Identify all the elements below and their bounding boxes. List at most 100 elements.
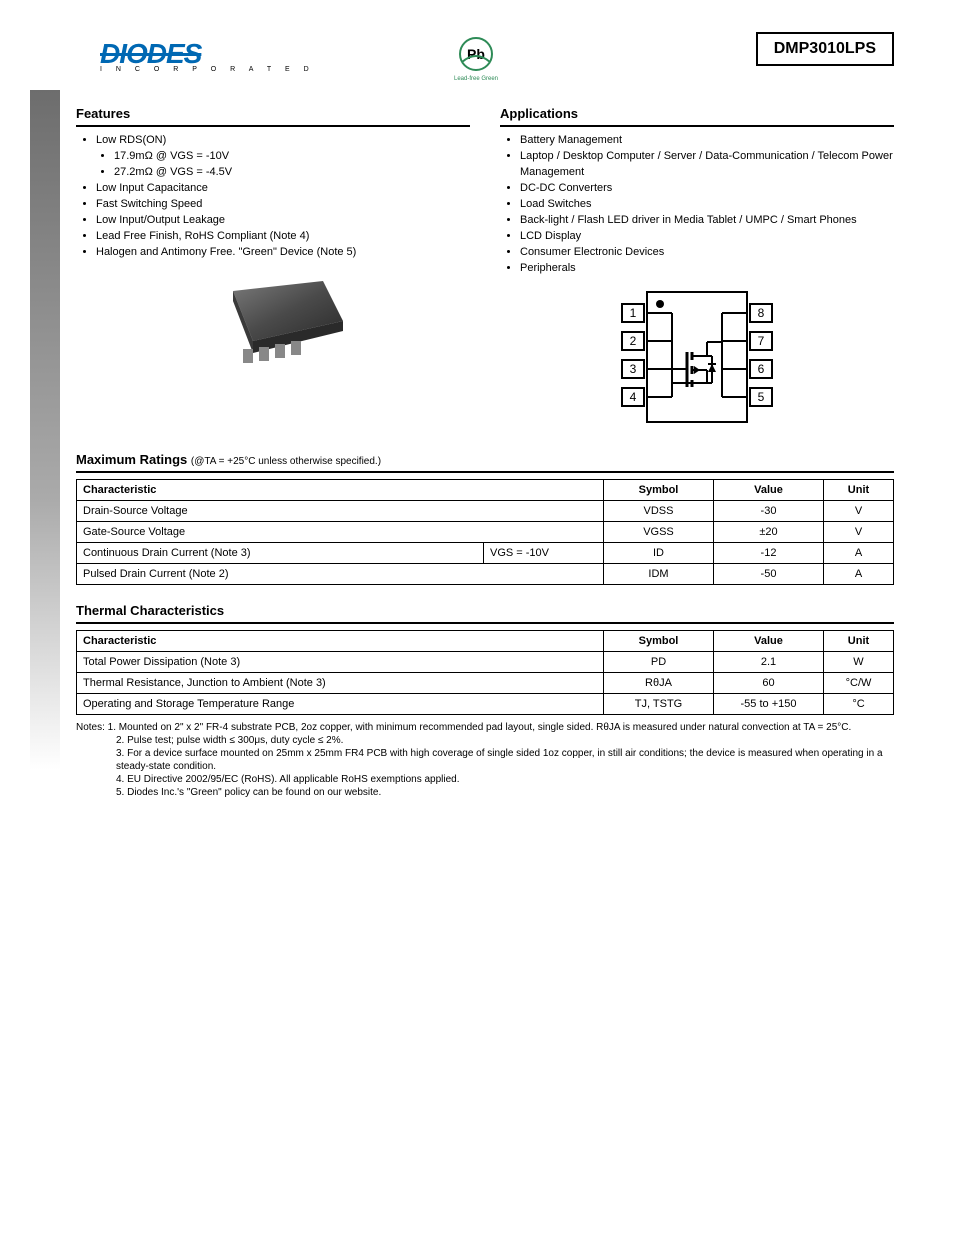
cell-sym: RθJA [604, 673, 714, 694]
app-item: Back-light / Flash LED driver in Media T… [520, 213, 894, 229]
part-number: DMP3010LPS [774, 40, 876, 57]
svg-text:8: 8 [758, 306, 765, 320]
feature-item: Low Input Capacitance [96, 181, 470, 197]
logo-subtext: I N C O R P O R A T E D [100, 66, 315, 73]
lead-free-label: Lead-free Green [454, 76, 498, 82]
th-val: Value [714, 480, 824, 501]
cell-val: 2.1 [714, 652, 824, 673]
maxratings-cond: (@TA = +25°C unless otherwise specified.… [191, 456, 381, 467]
svg-text:6: 6 [758, 362, 765, 376]
table-row: Continuous Drain Current (Note 3) VGS = … [77, 543, 894, 564]
cell-val: ±20 [714, 522, 824, 543]
feature-item: Lead Free Finish, RoHS Compliant (Note 4… [96, 229, 470, 245]
th-sym: Symbol [604, 480, 714, 501]
feature-item: Halogen and Antimony Free. "Green" Devic… [96, 245, 470, 261]
note-line: 5. Diodes Inc.'s "Green" policy can be f… [76, 786, 894, 799]
svg-text:Pb: Pb [467, 46, 485, 62]
table-row: Drain-Source Voltage VDSS -30 V [77, 501, 894, 522]
table-header-row: Characteristic Symbol Value Unit [77, 631, 894, 652]
cell-unit: A [824, 543, 894, 564]
gradient-sidebar [30, 90, 60, 770]
pinout-diagram: 1 2 3 4 8 7 6 5 [612, 282, 782, 432]
header: DIODES I N C O R P O R A T E D Pb Lead-f… [100, 38, 894, 88]
maxratings-title-text: Maximum Ratings [76, 452, 187, 467]
cell-sym: PD [604, 652, 714, 673]
cell-char: Total Power Dissipation (Note 3) [77, 652, 604, 673]
feature-subitem: 27.2mΩ @ VGS = -4.5V [114, 165, 470, 181]
cell-char: Operating and Storage Temperature Range [77, 694, 604, 715]
svg-text:4: 4 [630, 390, 637, 404]
features-title: Features [76, 106, 470, 121]
table-row: Gate-Source Voltage VGSS ±20 V [77, 522, 894, 543]
cell-val: -30 [714, 501, 824, 522]
table-row: Thermal Resistance, Junction to Ambient … [77, 673, 894, 694]
table-row: Total Power Dissipation (Note 3) PD 2.1 … [77, 652, 894, 673]
cell-unit: V [824, 501, 894, 522]
logo-main: DIODES [100, 38, 201, 69]
feature-item: Fast Switching Speed [96, 197, 470, 213]
feature-text: Low RDS(ON) [96, 134, 166, 146]
cell-char: Drain-Source Voltage [77, 501, 604, 522]
app-item: LCD Display [520, 229, 894, 245]
cell-unit: A [824, 564, 894, 585]
applications-list: Battery Management Laptop / Desktop Comp… [500, 133, 894, 276]
th-char: Characteristic [77, 480, 604, 501]
cell-sym: IDM [604, 564, 714, 585]
note-line: 4. EU Directive 2002/95/EC (RoHS). All a… [76, 773, 894, 786]
cell-sym: VDSS [604, 501, 714, 522]
svg-text:5: 5 [758, 390, 765, 404]
app-item: Load Switches [520, 197, 894, 213]
svg-text:3: 3 [630, 362, 637, 376]
cell-char: Gate-Source Voltage [77, 522, 604, 543]
package-3d-icon [193, 271, 353, 381]
maxratings-title: Maximum Ratings (@TA = +25°C unless othe… [76, 452, 894, 467]
cell-unit: W [824, 652, 894, 673]
feature-item: Low RDS(ON) 17.9mΩ @ VGS = -10V 27.2mΩ @… [96, 133, 470, 181]
cell-val: -55 to +150 [714, 694, 824, 715]
cell-sym: ID [604, 543, 714, 564]
divider [76, 622, 894, 624]
thermal-table: Characteristic Symbol Value Unit Total P… [76, 630, 894, 715]
cell-val: -12 [714, 543, 824, 564]
cell-unit: V [824, 522, 894, 543]
cell-sym: VGSS [604, 522, 714, 543]
cell-unit: °C/W [824, 673, 894, 694]
app-item: Battery Management [520, 133, 894, 149]
note-line: 2. Pulse test; pulse width ≤ 300μs, duty… [76, 734, 894, 747]
notes-block: Notes: 1. Mounted on 2" x 2" FR-4 substr… [76, 721, 894, 799]
cell-val: -50 [714, 564, 824, 585]
cell-val: 60 [714, 673, 824, 694]
feature-subitem: 17.9mΩ @ VGS = -10V [114, 149, 470, 165]
cell-unit: °C [824, 694, 894, 715]
divider [500, 125, 894, 127]
th-sym: Symbol [604, 631, 714, 652]
divider [76, 471, 894, 473]
th-val: Value [714, 631, 824, 652]
features-list: Low RDS(ON) 17.9mΩ @ VGS = -10V 27.2mΩ @… [76, 133, 470, 261]
divider [76, 125, 470, 127]
th-unit: Unit [824, 631, 894, 652]
table-row: Operating and Storage Temperature Range … [77, 694, 894, 715]
part-number-box: DMP3010LPS [756, 32, 894, 66]
cell-sym: TJ, TSTG [604, 694, 714, 715]
thermal-title: Thermal Characteristics [76, 603, 894, 618]
note-line: 3. For a device surface mounted on 25mm … [76, 747, 894, 773]
app-item: Laptop / Desktop Computer / Server / Dat… [520, 149, 894, 181]
svg-text:7: 7 [758, 334, 765, 348]
applications-title: Applications [500, 106, 894, 121]
cell-char: Pulsed Drain Current (Note 2) [77, 564, 604, 585]
cell-char-b: VGS = -10V [484, 543, 604, 564]
cell-char: Thermal Resistance, Junction to Ambient … [77, 673, 604, 694]
company-logo: DIODES I N C O R P O R A T E D [100, 38, 315, 73]
cell-char-a: Continuous Drain Current (Note 3) [77, 543, 484, 564]
th-unit: Unit [824, 480, 894, 501]
svg-text:1: 1 [630, 306, 637, 320]
note-line: Notes: 1. Mounted on 2" x 2" FR-4 substr… [76, 721, 894, 734]
maxratings-table: Characteristic Symbol Value Unit Drain-S… [76, 479, 894, 585]
th-char: Characteristic [77, 631, 604, 652]
lead-free-icon: Pb Lead-free Green [450, 32, 502, 84]
table-row: Pulsed Drain Current (Note 2) IDM -50 A [77, 564, 894, 585]
app-item: Consumer Electronic Devices [520, 245, 894, 261]
app-item: Peripherals [520, 261, 894, 277]
svg-text:2: 2 [630, 334, 637, 348]
